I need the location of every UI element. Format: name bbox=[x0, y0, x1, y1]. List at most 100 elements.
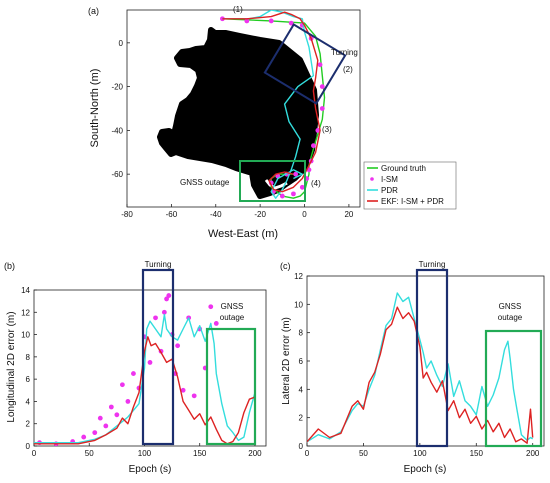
legend-label-ism: I-SM bbox=[381, 175, 398, 184]
panel-a-y-ticks: 0 -20 -40 -60 bbox=[111, 39, 130, 179]
panel-c-y-ticks: 0 2 4 6 8 10 12 bbox=[294, 272, 310, 451]
legend-box bbox=[363, 161, 457, 210]
point-i-sm bbox=[268, 18, 274, 24]
series-line-ekf-i-sm-pdr bbox=[307, 306, 534, 444]
y-tick-label: 10 bbox=[21, 331, 30, 340]
y-tick-label: 2 bbox=[26, 420, 31, 429]
y-tick-label: 12 bbox=[294, 272, 303, 281]
legend-label-ekf: EKF: I-SM + PDR bbox=[381, 197, 444, 206]
point-i-sm bbox=[147, 360, 153, 365]
x-tick-label: 150 bbox=[470, 449, 484, 458]
y-tick-label: -60 bbox=[111, 170, 123, 179]
point-i-sm bbox=[311, 143, 316, 149]
turning-label-c: Turning bbox=[419, 260, 446, 269]
point-i-sm bbox=[299, 184, 305, 190]
panel-a-x-label: West-East (m) bbox=[208, 228, 278, 240]
y-tick-label: 14 bbox=[21, 286, 30, 295]
point-i-sm bbox=[161, 309, 167, 315]
panel-a-x-ticks: -80 -60 -40 -20 0 20 bbox=[121, 204, 354, 219]
point-i-sm bbox=[125, 399, 131, 404]
turning-label-b: Turning bbox=[145, 260, 172, 269]
point-i-sm bbox=[288, 20, 294, 26]
panel-c-y-label: Lateral 2D error (m) bbox=[281, 317, 292, 405]
turning-box-c bbox=[415, 268, 449, 448]
seg3-label: (3) bbox=[322, 125, 332, 134]
point-i-sm bbox=[131, 371, 136, 376]
legend-marker-ism bbox=[370, 177, 374, 181]
panel-a: (a) -80 -60 -40 -20 0 20 0 -20 -40 -60 West-East… bbox=[88, 5, 457, 240]
series-line-pdr bbox=[307, 292, 534, 443]
x-tick-label: 150 bbox=[193, 449, 207, 458]
panel-a-y-label: South-North (m) bbox=[89, 69, 101, 148]
gnss-box-c bbox=[484, 329, 543, 448]
x-tick-label: -60 bbox=[166, 210, 178, 219]
point-i-sm bbox=[208, 304, 214, 310]
map-inner-gap bbox=[264, 179, 288, 190]
y-tick-label: 6 bbox=[26, 375, 31, 384]
panel-b-axes-box bbox=[33, 289, 267, 447]
point-i-sm bbox=[81, 434, 87, 440]
gnss-label-a: GNSS outage bbox=[180, 178, 230, 187]
point-i-sm bbox=[175, 343, 181, 349]
point-i-sm bbox=[293, 171, 299, 177]
y-tick-label: 0 bbox=[299, 442, 304, 451]
point-i-sm bbox=[279, 193, 285, 199]
panel-b-series bbox=[34, 293, 256, 446]
point-i-sm bbox=[108, 404, 114, 410]
point-i-sm bbox=[166, 293, 172, 298]
x-tick-label: -40 bbox=[210, 210, 222, 219]
point-i-sm bbox=[315, 127, 321, 133]
x-tick-label: 100 bbox=[138, 449, 152, 458]
gnss-box-a bbox=[239, 160, 306, 202]
panel-b-y-label: Longitudinal 2D error (m) bbox=[6, 311, 17, 422]
map-floorplan bbox=[157, 27, 319, 199]
turning-box-b bbox=[141, 268, 175, 446]
point-i-sm bbox=[103, 423, 109, 429]
seg4-label: (4) bbox=[311, 179, 321, 188]
x-tick-label: 0 bbox=[302, 210, 307, 219]
point-i-sm bbox=[213, 321, 219, 326]
panel-b-y-ticks: 0 2 4 6 8 10 12 14 bbox=[21, 286, 37, 451]
y-tick-label: 8 bbox=[299, 329, 304, 338]
point-i-sm bbox=[180, 387, 186, 393]
x-tick-label: 200 bbox=[526, 449, 540, 458]
y-tick-label: 4 bbox=[26, 397, 31, 406]
series-line-ekf-i-sm-pdr bbox=[222, 11, 321, 193]
panel-c-x-label: Epoch (s) bbox=[404, 464, 447, 475]
y-tick-label: -40 bbox=[111, 126, 123, 135]
panel-c: (c) 0 50 100 150 200 0 2 4 6 8 10 12 Epoch (s) Lat… bbox=[280, 260, 545, 475]
panel-b-x-label: Epoch (s) bbox=[129, 464, 172, 475]
panel-c-tag: (c) bbox=[280, 261, 291, 271]
point-i-sm bbox=[97, 415, 103, 421]
gnss-label-c-2: outage bbox=[498, 313, 523, 322]
y-tick-label: 12 bbox=[21, 308, 30, 317]
y-tick-label: 8 bbox=[26, 353, 31, 362]
x-tick-label: 0 bbox=[32, 449, 37, 458]
point-i-sm bbox=[319, 84, 325, 90]
panel-c-series bbox=[307, 292, 534, 444]
y-tick-label: 2 bbox=[299, 414, 304, 423]
point-i-sm bbox=[244, 18, 250, 24]
point-i-sm bbox=[319, 106, 325, 111]
legend-label-pdr: PDR bbox=[381, 186, 398, 195]
legend: Ground truth I-SM PDR EKF: I-SM + PDR bbox=[363, 161, 457, 210]
gnss-label-b-2: outage bbox=[220, 313, 245, 322]
x-tick-label: 200 bbox=[248, 449, 262, 458]
panel-a-tag: (a) bbox=[88, 6, 99, 16]
x-tick-label: 0 bbox=[305, 449, 310, 458]
point-i-sm bbox=[114, 412, 120, 418]
x-tick-label: -20 bbox=[254, 210, 266, 219]
x-tick-label: 50 bbox=[85, 449, 94, 458]
point-i-sm bbox=[191, 393, 197, 399]
turning-box-a bbox=[263, 23, 347, 105]
panel-b: (b) 0 50 100 150 200 0 2 4 6 8 10 12 14 Epoch (s) L… bbox=[4, 260, 267, 475]
x-tick-label: 20 bbox=[344, 210, 353, 219]
y-tick-label: 0 bbox=[26, 442, 31, 451]
panel-a-series bbox=[220, 10, 326, 199]
y-tick-label: -20 bbox=[111, 83, 123, 92]
gnss-label-c: GNSS bbox=[499, 302, 522, 311]
x-tick-label: 100 bbox=[413, 449, 427, 458]
y-tick-label: 6 bbox=[299, 357, 304, 366]
y-tick-label: 4 bbox=[299, 385, 304, 394]
